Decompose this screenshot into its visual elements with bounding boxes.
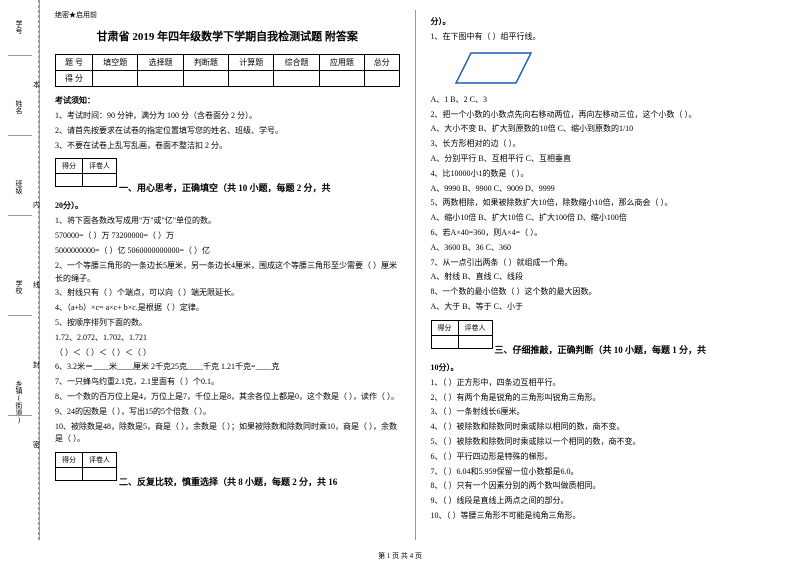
td: 得 分	[56, 71, 93, 87]
th: 计算题	[229, 55, 274, 71]
score-box: 得分评卷人	[55, 158, 117, 187]
q-item: 10、被除数是48，除数是5，商是（ ），余数是（ ）；如果被除数和除数同时乘1…	[55, 421, 400, 447]
th: 综合题	[274, 55, 319, 71]
fold-char: 内	[33, 200, 40, 210]
sidebar-line	[8, 215, 32, 216]
score-box: 得分评卷人	[55, 452, 117, 481]
q-item: 5、按顺序排列下面的数。	[55, 317, 400, 330]
sb-c2: 评卷人	[83, 453, 117, 468]
q-item: A、3600 B、36 C、360	[431, 242, 776, 255]
q-item: 7、（ ）6.04和5.959保留一位小数都是6.0。	[431, 466, 776, 479]
fold-char: 线	[33, 280, 40, 290]
q-item: 6、（ ）平行四边形是特殊的梯形。	[431, 451, 776, 464]
secret-label: 绝密★启用前	[55, 10, 400, 20]
sidebar-line	[8, 315, 32, 316]
sidebar-line	[8, 55, 32, 56]
right-column: 分）。 1、在下图中有（ ）组平行线。 A、1 B、2 C、3 2、把一个小数的…	[421, 10, 786, 540]
q-item: 7、从一点引出两条（ ）就组成一个角。	[431, 257, 776, 270]
q-item: 10、（ ）等腰三角形不可能是纯角三角形。	[431, 510, 776, 523]
q-item: 8、一个数的最小倍数（ ）这个数的最大因数。	[431, 286, 776, 299]
q-item: 6、3.2米＝____米____厘米 2千克25克____千克 1.21千克=_…	[55, 361, 400, 374]
th: 填空题	[93, 55, 138, 71]
page-footer: 第 1 页 共 4 页	[0, 551, 800, 561]
fold-char: 封	[33, 360, 40, 370]
q-item: A、分别平行 B、互相平行 C、互相垂直	[431, 153, 776, 166]
q-item: 4、（ ）被除数和除数同时乘或除以相同的数，商不变。	[431, 421, 776, 434]
section1-cont: 20分）。	[55, 200, 400, 211]
left-column: 绝密★启用前 甘肃省 2019 年四年级数学下学期自我检测试题 附答案 题 号填…	[45, 10, 410, 540]
q-item: 1、在下图中有（ ）组平行线。	[431, 31, 776, 44]
q-item: 1、将下面各数改写成用"万"或"亿"单位的数。	[55, 215, 400, 228]
td	[183, 71, 228, 87]
q-item: 5、（ ）被除数和除数同时乘或除以一个相同的数，商不变。	[431, 436, 776, 449]
td	[93, 71, 138, 87]
score-table: 题 号填空题选择题判断题计算题综合题应用题总分 得 分	[55, 54, 400, 87]
section3-title: 三、仔细推敲，正确判断（共 10 小题，每题 1 分，共	[495, 345, 707, 355]
q-item: A、缩小10倍 B、扩大10倍 C、扩大100倍 D、缩小100倍	[431, 212, 776, 225]
sb-c2: 评卷人	[458, 320, 492, 335]
q-item: 3、长方形相对的边（ ）。	[431, 138, 776, 151]
q-item: A、大于 B、等于 C、小于	[431, 301, 776, 314]
score-box: 得分评卷人	[431, 320, 493, 349]
q-item: 4、（a+b）×c= a×c+ b×c.是根据（ ）定律。	[55, 302, 400, 315]
q-item: A、大小不变 B、扩大到原数的10倍 C、缩小到原数的1/10	[431, 123, 776, 136]
q-item: 2、把一个小数的小数点先向右移动两位，再向左移动三位，这个小数（ ）。	[431, 109, 776, 122]
td	[365, 71, 399, 87]
sidebar-line	[8, 415, 32, 416]
td	[138, 71, 183, 87]
notice-item: 2、请首先按要求在试卷的指定位置填写您的姓名、班级、学号。	[55, 125, 400, 138]
notice-item: 1、考试时间：90 分钟，满分为 100 分（含卷面分 2 分）。	[55, 110, 400, 123]
td	[229, 71, 274, 87]
q-item: 2、（ ）有两个角是锐角的三角形叫锐角三角形。	[431, 392, 776, 405]
q-item: 9、（ ）线段是直线上两点之间的部分。	[431, 495, 776, 508]
sidebar-label-name: 姓名	[14, 100, 24, 114]
fold-char: 本	[33, 80, 40, 90]
q-item: 1、（ ）正方形中，四条边互相平行。	[431, 377, 776, 390]
section2-cont: 分）。	[431, 16, 776, 27]
exam-title: 甘肃省 2019 年四年级数学下学期自我检测试题 附答案	[55, 28, 400, 44]
q-item: 2、一个等腰三角形的一条边长5厘米，另一条边长4厘米，围成这个等腰三角形至少需要…	[55, 260, 400, 286]
q-item: 9、24的因数是（ ），写出15的5个倍数（ ）。	[55, 406, 400, 419]
q-item: 7、一只蜂鸟约重2.1克，2.1里面有（ ）个0.1。	[55, 376, 400, 389]
sb-c2: 评卷人	[83, 159, 117, 174]
q-item: 8、（ ）只有一个因素分别的两个数叫做质相同。	[431, 480, 776, 493]
q-item: 3、（ ）一条射线长6厘米。	[431, 406, 776, 419]
section3-cont: 10分）。	[431, 362, 776, 373]
q-item: 5、两数相除，如果被除数扩大10倍，除数缩小10倍，那么商会（ ）。	[431, 197, 776, 210]
fold-char: 密	[33, 440, 40, 450]
td	[274, 71, 319, 87]
column-divider	[415, 10, 416, 540]
sidebar-label-id: 学号	[14, 20, 24, 34]
q-item: 6、若A×40=360，则A×4=（ ）。	[431, 227, 776, 240]
parallelogram-icon	[451, 48, 541, 88]
sb-c1: 得分	[431, 320, 458, 335]
q-item: 8、一个数的百万位上是4，万位上是7，千位上是8，其余各位上都是0，这个数是（ …	[55, 391, 400, 404]
sidebar-label-school: 学校	[14, 280, 24, 294]
th: 选择题	[138, 55, 183, 71]
q-item: 570000=（ ）万 73200000=（ ）万	[55, 230, 400, 243]
q-item: 5000000000=（ ）亿 5060000000000=（ ）亿	[55, 245, 400, 258]
section1-title: 一、用心思考，正确填空（共 10 小题，每题 2 分，共	[119, 183, 331, 193]
notice-item: 3、不要在试卷上乱写乱画，卷面不整洁扣 2 分。	[55, 140, 400, 153]
q-item: 3、射线只有（ ）个端点，可以向（ ）端无限延长。	[55, 287, 400, 300]
sb-c1: 得分	[56, 159, 83, 174]
q-item: （ ）＜（ ）＜（ ）＜（ ）	[55, 347, 400, 360]
td	[319, 71, 364, 87]
q-item: 1.72、2.072、1.702、1.721	[55, 332, 400, 345]
parallelogram-figure	[451, 48, 776, 90]
q-item: A、射线 B、直线 C、线段	[431, 271, 776, 284]
th: 判断题	[183, 55, 228, 71]
q-item: 4、比10000小1的数是（ ）。	[431, 168, 776, 181]
th: 题 号	[56, 55, 93, 71]
sb-c1: 得分	[56, 453, 83, 468]
sidebar-line	[8, 135, 32, 136]
sidebar-label-class: 班级	[14, 180, 24, 194]
sidebar-label-town: 乡镇(街道)	[14, 380, 24, 424]
section2-title: 二、反复比较，慎重选择（共 8 小题，每题 2 分，共 16	[119, 477, 337, 487]
q-item: A、9990 B、9900 C、9009 D、9999	[431, 183, 776, 196]
notice-heading: 考试须知：	[55, 95, 400, 106]
q-item: A、1 B、2 C、3	[431, 94, 776, 107]
th: 总分	[365, 55, 399, 71]
th: 应用题	[319, 55, 364, 71]
